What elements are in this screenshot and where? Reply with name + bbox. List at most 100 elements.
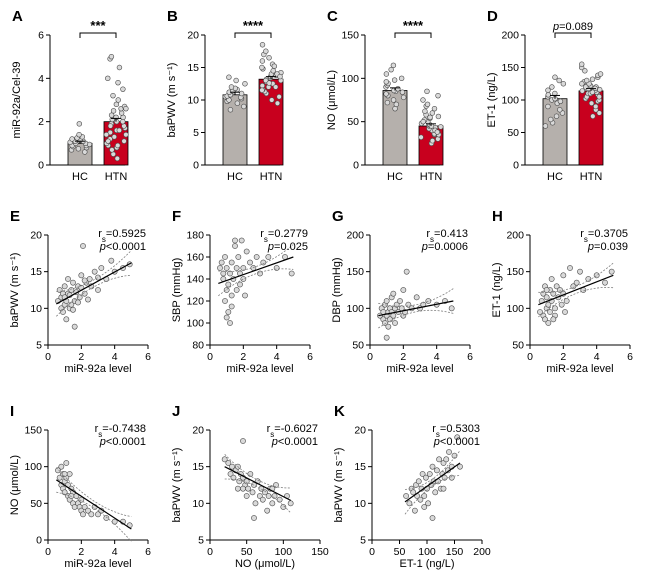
data-point: [420, 97, 426, 103]
data-point: [584, 77, 590, 84]
correlation-p: p<0.0001: [271, 436, 318, 448]
data-point: [113, 118, 120, 125]
data-point: [547, 309, 553, 315]
y-tick-label: 0: [193, 160, 199, 172]
y-axis-label: baPWV (m s⁻¹): [9, 253, 21, 328]
data-point: [265, 493, 272, 499]
data-point: [589, 76, 596, 82]
data-point: [411, 507, 418, 514]
data-point: [259, 58, 266, 64]
data-point: [399, 89, 406, 95]
data-point: [260, 259, 267, 266]
data-point: [276, 94, 282, 100]
panel-label: H: [492, 208, 503, 225]
data-point: [108, 53, 115, 60]
data-point: [582, 68, 588, 74]
y-axis-label: miR-92a/Cel-39: [11, 61, 23, 138]
data-point: [398, 75, 405, 82]
data-point: [242, 292, 248, 299]
x-category-label: HTN: [105, 171, 128, 183]
x-tick-label: 4: [434, 351, 440, 363]
x-axis-label: miR-92a level: [64, 363, 131, 375]
y-tick-label: 5: [193, 127, 199, 139]
significance-label: ****: [243, 18, 264, 33]
data-point: [274, 100, 281, 106]
y-tick-label: 50: [352, 340, 364, 352]
significance-label: ****: [403, 18, 424, 33]
y-tick-label: 15: [30, 266, 42, 278]
confidence-band-upper: [404, 450, 461, 490]
data-point: [81, 290, 88, 297]
data-point: [75, 299, 81, 306]
data-point: [105, 138, 111, 144]
data-point: [395, 86, 401, 92]
significance-bracket: [234, 32, 272, 38]
data-point: [434, 129, 440, 135]
data-point: [435, 92, 441, 99]
data-point: [560, 81, 567, 87]
data-point: [220, 270, 227, 277]
x-category-label: HC: [72, 171, 88, 183]
data-point: [262, 489, 268, 496]
data-point: [75, 146, 82, 152]
significance-label: ***: [90, 18, 106, 33]
data-point: [542, 316, 548, 323]
significance-bracket: [554, 32, 592, 38]
y-tick-label: 180: [186, 230, 204, 242]
regression-line: [56, 479, 132, 530]
data-point: [385, 323, 392, 330]
x-tick-label: 2: [78, 546, 84, 558]
y-tick-label: 10: [354, 498, 366, 510]
data-point: [118, 110, 125, 116]
y-tick-label: 0: [36, 535, 42, 547]
confidence-band-lower: [218, 268, 294, 297]
data-point: [245, 485, 252, 492]
data-point: [115, 142, 121, 149]
correlation-r: rs=-0.6027: [267, 423, 318, 439]
data-point: [95, 274, 101, 281]
x-axis-label: miR-92a level: [386, 363, 453, 375]
correlation-r: rs=0.2779: [260, 228, 308, 244]
confidence-band-upper: [56, 250, 132, 292]
correlation-p: p<0.0001: [433, 436, 480, 448]
data-point: [66, 471, 73, 477]
data-point: [259, 82, 266, 89]
panel-label: D: [487, 8, 498, 25]
data-point: [227, 270, 233, 277]
y-tick-label: 5: [360, 535, 366, 547]
x-category-label: HC: [387, 171, 403, 183]
data-point: [228, 259, 235, 266]
data-point: [225, 460, 232, 466]
data-point: [287, 500, 294, 507]
regression-line: [218, 256, 294, 284]
data-point: [557, 287, 563, 293]
panel-b: B 0 5 10 15 20 baPWV (m s⁻¹) HC HTN ****: [166, 8, 284, 183]
x-tick-label: 2: [560, 351, 566, 363]
x-tick-label: 50: [394, 546, 406, 558]
data-point: [70, 306, 76, 313]
y-tick-label: 15: [187, 62, 199, 74]
data-point: [243, 493, 250, 499]
y-tick-label: 0: [38, 160, 44, 172]
y-axis-label: NO (μmol/L): [9, 455, 21, 515]
data-point: [429, 138, 436, 144]
correlation-r: rs=-0.7438: [95, 423, 146, 439]
y-axis-label: baPWV (m s⁻¹): [166, 63, 178, 138]
data-point: [552, 74, 558, 80]
data-point: [545, 103, 551, 110]
data-point: [114, 155, 120, 162]
y-tick-label: 6: [38, 30, 44, 42]
data-point: [243, 478, 250, 485]
y-tick-label: 50: [507, 127, 519, 139]
data-point: [60, 309, 66, 315]
data-point: [542, 123, 549, 129]
data-point: [537, 309, 543, 315]
data-point: [602, 279, 608, 286]
x-tick-label: 0: [45, 351, 51, 363]
data-point: [403, 493, 409, 499]
data-point: [448, 474, 455, 481]
x-axis-label: miR-92a level: [546, 363, 613, 375]
x-tick-label: 4: [112, 546, 118, 558]
data-point: [109, 147, 115, 153]
data-point: [85, 296, 91, 303]
